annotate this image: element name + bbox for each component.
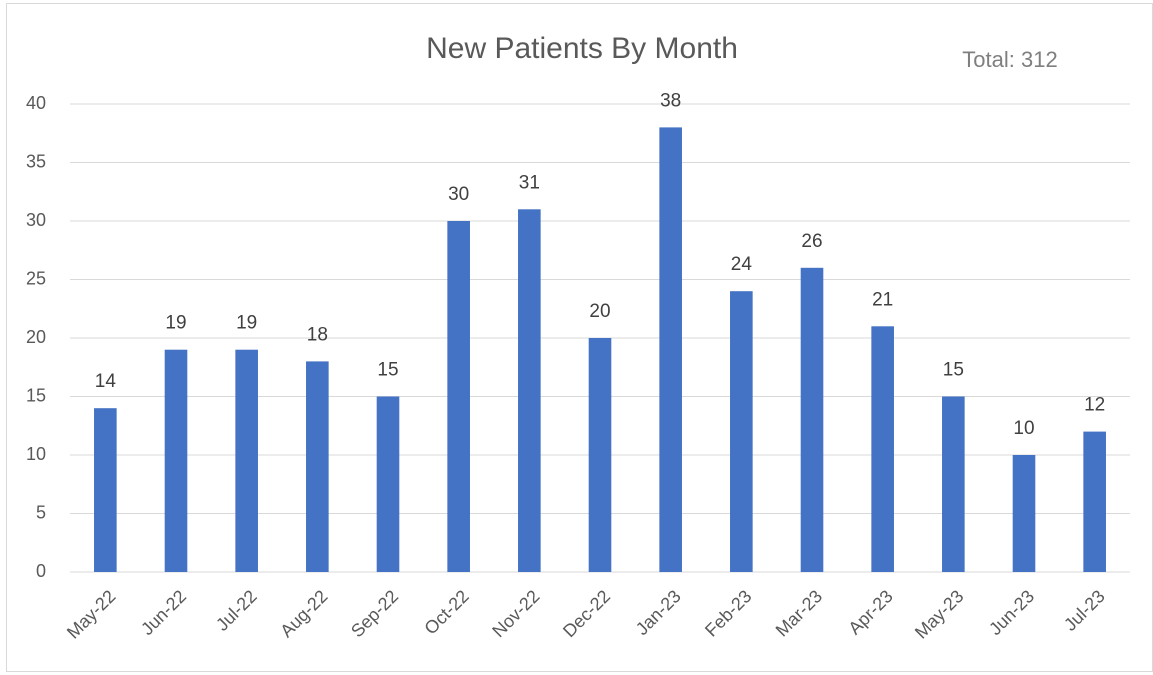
bar [800, 267, 824, 572]
bar [376, 396, 400, 572]
data-label: 14 [95, 371, 117, 392]
bar [235, 349, 258, 572]
bar [588, 338, 612, 572]
data-label: 20 [589, 301, 610, 322]
total-annotation: Total: 312 [962, 47, 1057, 72]
data-label: 21 [872, 289, 893, 310]
bar [306, 361, 329, 572]
data-label: 10 [1013, 418, 1034, 439]
chart-title: New Patients By Month [426, 32, 738, 65]
bar [94, 408, 117, 572]
bar [164, 349, 188, 572]
y-tick-label: 10 [26, 444, 46, 464]
data-label: 15 [377, 360, 398, 381]
y-tick-label: 20 [26, 327, 46, 347]
data-label: 19 [165, 313, 186, 334]
data-label: 38 [660, 90, 681, 111]
bar [659, 127, 682, 573]
data-label: 24 [731, 254, 753, 275]
bar [1012, 455, 1036, 572]
y-tick-label: 25 [26, 268, 46, 288]
y-tick-label: 5 [36, 502, 46, 522]
data-label: 18 [307, 324, 328, 345]
bar [447, 221, 470, 572]
y-tick-label: 30 [26, 210, 46, 230]
data-label: 12 [1084, 395, 1105, 416]
data-label: 31 [519, 172, 540, 193]
bar [1083, 431, 1106, 572]
y-tick-label: 15 [26, 385, 46, 405]
bar [942, 396, 965, 572]
bar [518, 209, 541, 573]
data-label: 19 [236, 313, 257, 334]
data-label: 15 [943, 360, 964, 381]
bar [871, 326, 894, 572]
bar [730, 291, 753, 572]
data-label: 26 [801, 231, 822, 252]
data-label: 30 [448, 184, 469, 205]
y-tick-label: 35 [26, 151, 46, 171]
y-tick-label: 40 [26, 93, 46, 113]
y-tick-label: 0 [36, 561, 46, 581]
